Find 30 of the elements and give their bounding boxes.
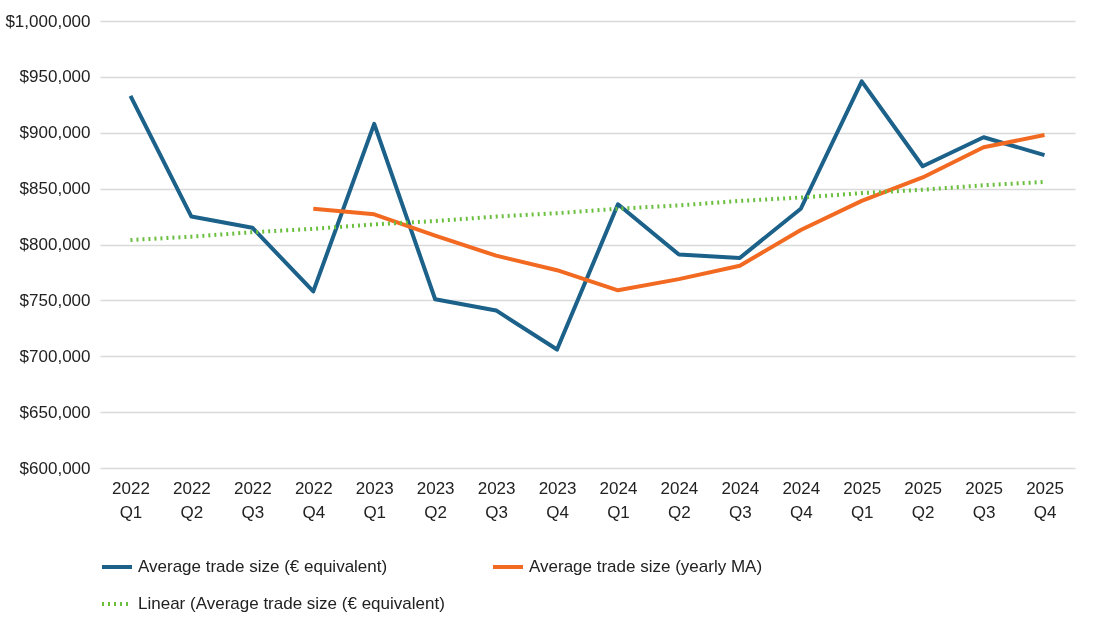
x-tick-label: 2025 Q4 bbox=[1026, 478, 1064, 522]
y-tick-label: $750,000 bbox=[19, 290, 91, 310]
y-tick-label: $800,000 bbox=[19, 235, 91, 254]
x-tick-label: 2023 Q1 bbox=[355, 478, 394, 522]
y-tick-label: $1,000,000 bbox=[5, 11, 91, 31]
y-tick-label: $850,000 bbox=[19, 179, 91, 199]
legend-label: Average trade size (yearly MA) bbox=[529, 557, 763, 576]
x-tick-label: 2025 Q3 bbox=[965, 478, 1004, 522]
legend-label: Average trade size (€ equivalent) bbox=[138, 557, 388, 576]
line-series bbox=[128, 79, 1047, 352]
x-tick-label: 2024 Q2 bbox=[660, 478, 699, 522]
y-tick-label: $600,000 bbox=[19, 458, 91, 478]
x-tick-label: 2022 Q3 bbox=[233, 478, 272, 522]
x-tick-label: 2024 Q3 bbox=[721, 478, 760, 522]
x-tick-label: 2022 Q1 bbox=[112, 478, 150, 522]
x-tick-label: 2025 Q2 bbox=[904, 478, 943, 522]
x-tick-label: 2023 Q3 bbox=[477, 478, 516, 522]
x-tick-label: 2022 Q4 bbox=[294, 478, 333, 522]
y-tick-label: $900,000 bbox=[19, 123, 91, 143]
y-tick-label: $700,000 bbox=[19, 346, 91, 366]
x-tick-label: 2023 Q4 bbox=[538, 478, 577, 522]
x-tick-label: 2022 Q2 bbox=[172, 478, 211, 522]
x-tick-label: 2025 Q1 bbox=[843, 478, 882, 522]
x-tick-label: 2023 Q2 bbox=[416, 478, 455, 522]
x-tick-label: 2024 Q4 bbox=[782, 478, 821, 522]
legend-label: Linear (Average trade size (€ equivalent) bbox=[138, 594, 445, 613]
y-tick-label: $650,000 bbox=[19, 402, 91, 422]
line-series bbox=[311, 132, 1047, 293]
x-tick-label: 2024 Q1 bbox=[599, 478, 638, 522]
y-tick-label: $950,000 bbox=[19, 67, 91, 87]
